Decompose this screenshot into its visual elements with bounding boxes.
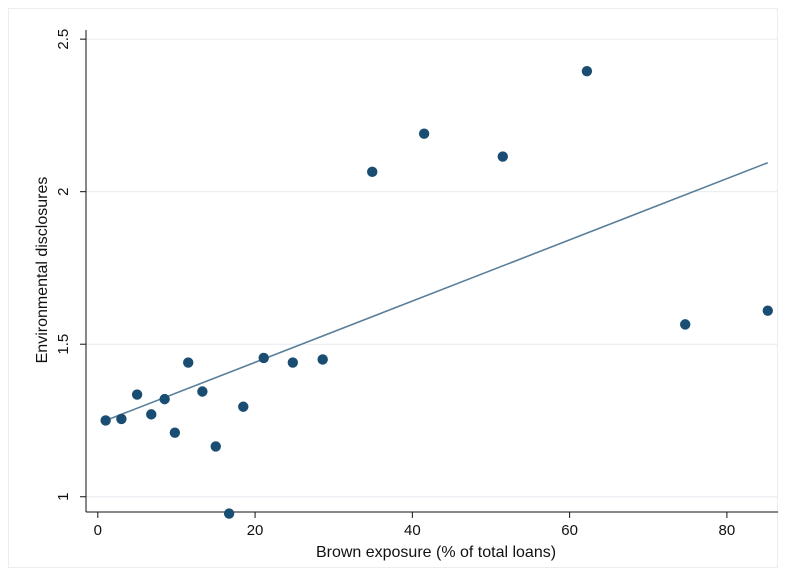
x-tick-label: 0 bbox=[94, 522, 102, 539]
y-tick-label: 1.5 bbox=[55, 334, 72, 355]
data-point bbox=[238, 401, 249, 412]
data-point bbox=[418, 128, 430, 139]
data-point bbox=[100, 415, 111, 426]
y-tick-label: 1 bbox=[55, 493, 72, 501]
data-point bbox=[287, 357, 299, 368]
data-point bbox=[183, 357, 194, 368]
data-points bbox=[100, 65, 773, 519]
x-tick-label: 40 bbox=[404, 522, 421, 539]
x-axis-label: Brown exposure (% of total loans) bbox=[316, 544, 556, 561]
data-point bbox=[581, 65, 593, 77]
data-point bbox=[367, 166, 378, 178]
data-point bbox=[116, 413, 127, 425]
y-ticks: 1 1.5 2 2.5 bbox=[55, 29, 86, 501]
y-tick-label: 2.5 bbox=[55, 29, 72, 50]
axes bbox=[85, 30, 778, 513]
x-ticks: 0 20 40 60 80 bbox=[94, 512, 736, 539]
data-point bbox=[258, 352, 269, 364]
fit-line-group bbox=[105, 161, 769, 422]
data-point bbox=[223, 508, 235, 519]
data-point bbox=[146, 409, 157, 420]
data-point bbox=[680, 319, 691, 330]
chart-border bbox=[8, 8, 778, 568]
data-point bbox=[497, 151, 508, 162]
grid-lines bbox=[86, 38, 778, 498]
data-point bbox=[762, 305, 773, 316]
x-tick-label: 80 bbox=[719, 522, 736, 539]
y-axis-label: Environmental disclosures bbox=[34, 177, 51, 364]
fit-line bbox=[105, 161, 769, 422]
data-point bbox=[317, 354, 328, 365]
data-point bbox=[210, 441, 221, 452]
y-tick-label: 2 bbox=[55, 188, 72, 196]
data-point bbox=[159, 393, 170, 405]
data-point bbox=[197, 386, 208, 397]
x-tick-label: 60 bbox=[561, 522, 578, 539]
data-point bbox=[131, 389, 143, 400]
x-tick-label: 20 bbox=[247, 522, 264, 539]
data-point bbox=[169, 427, 181, 438]
